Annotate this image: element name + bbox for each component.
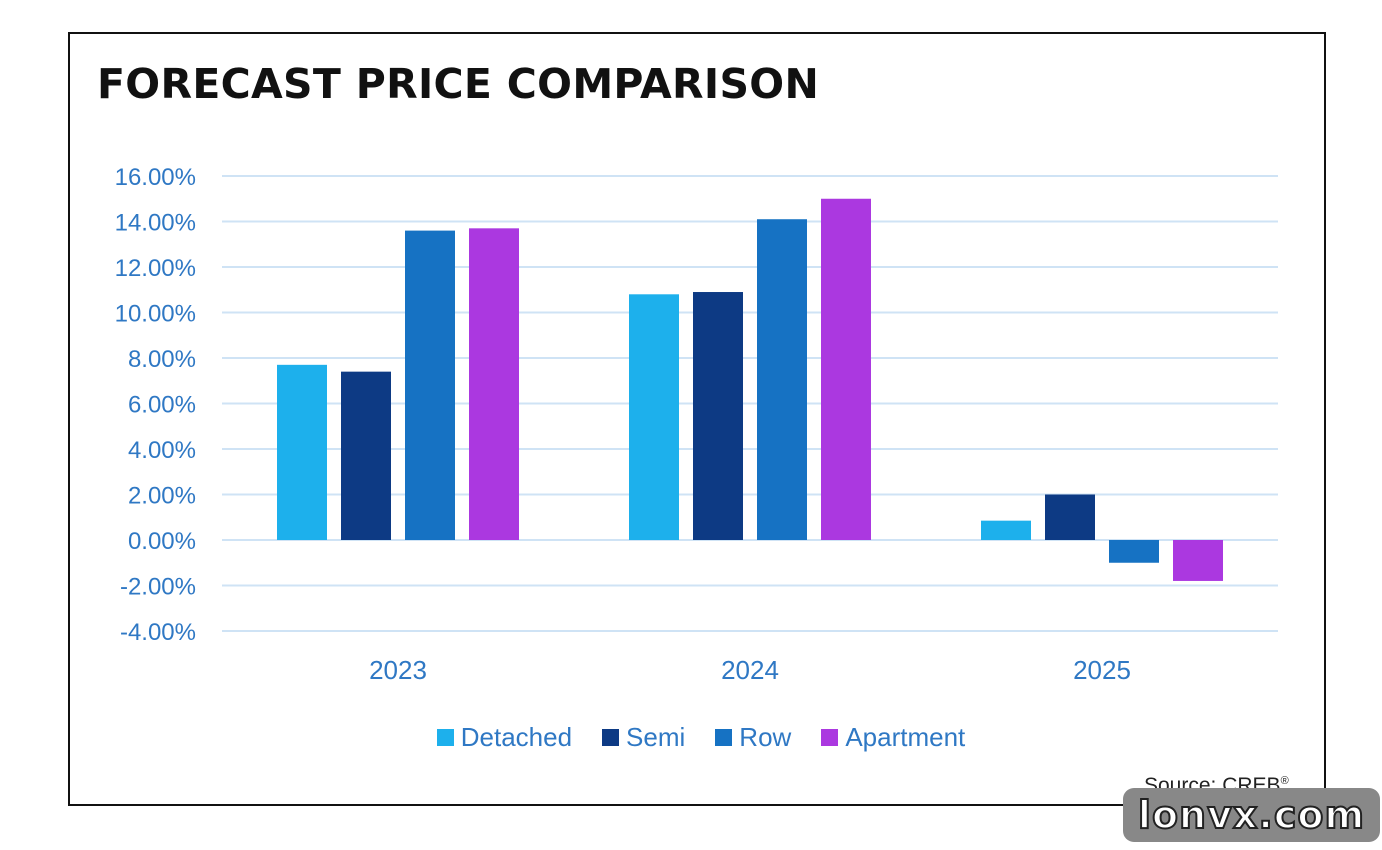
registered-mark: ® <box>1280 775 1289 787</box>
y-tick-label: 0.00% <box>128 528 196 555</box>
legend-label: Detached <box>460 722 573 752</box>
x-tick-label: 2023 <box>369 655 427 685</box>
legend: Detached Semi Row Apartment <box>0 722 1382 753</box>
legend-item-semi: Semi <box>602 722 685 753</box>
bar-apartment-2024 <box>821 198 871 540</box>
y-tick-label: -2.00% <box>120 574 196 601</box>
bar-semi-2025 <box>1045 494 1095 540</box>
y-tick-label: 4.00% <box>128 437 196 464</box>
bar-detached-2023 <box>277 364 327 540</box>
legend-swatch <box>821 729 839 746</box>
legend-label: Row <box>739 722 792 752</box>
legend-swatch <box>715 729 733 746</box>
bar-row-2024 <box>757 219 807 540</box>
bar-apartment-2025 <box>1173 540 1223 581</box>
legend-swatch <box>436 729 454 746</box>
y-axis-ticks: -4.00% -2.00% 0.00% 2.00% 4.00% 6.00% 8.00% 10.… <box>115 164 196 646</box>
bar-row-2023 <box>405 230 455 540</box>
y-tick-label: 6.00% <box>128 392 196 419</box>
legend-item-apartment: Apartment <box>821 722 965 753</box>
legend-swatch <box>602 729 620 746</box>
bar-detached-2024 <box>629 294 679 540</box>
chart-title: FORECAST PRICE COMPARISON <box>97 60 820 108</box>
bars <box>277 198 1223 581</box>
gridlines <box>222 175 1278 632</box>
x-axis-ticks: 2023 2024 2025 <box>369 655 1131 685</box>
legend-label: Apartment <box>845 722 966 752</box>
y-tick-label: -4.00% <box>120 619 196 646</box>
x-tick-label: 2024 <box>721 655 779 685</box>
legend-item-detached: Detached <box>436 722 573 753</box>
y-tick-label: 14.00% <box>115 210 196 237</box>
y-tick-label: 12.00% <box>115 255 196 282</box>
bar-row-2025 <box>1109 540 1159 563</box>
y-tick-label: 16.00% <box>115 164 196 191</box>
legend-label: Semi <box>626 722 686 752</box>
bar-semi-2024 <box>693 292 743 540</box>
y-tick-label: 8.00% <box>128 346 196 373</box>
x-tick-label: 2025 <box>1073 655 1131 685</box>
bar-semi-2023 <box>341 371 391 540</box>
watermark-text: lonvx.com <box>1137 792 1366 838</box>
legend-item-row: Row <box>715 722 791 753</box>
y-tick-label: 2.00% <box>128 483 196 510</box>
watermark-badge: lonvx.com <box>1123 788 1380 842</box>
y-tick-label: 10.00% <box>115 301 196 328</box>
bar-detached-2025 <box>981 520 1031 540</box>
bar-apartment-2023 <box>469 228 519 540</box>
